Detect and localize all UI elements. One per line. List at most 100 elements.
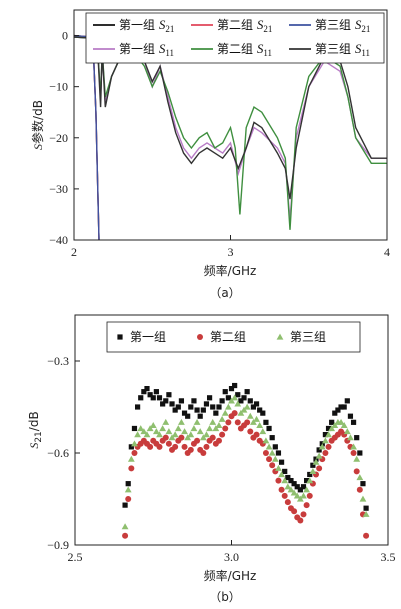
chart-b-point-series-1 <box>278 459 285 465</box>
chart-b-point-series-3 <box>322 437 329 444</box>
chart-b-point-series-1 <box>291 481 297 487</box>
chart-b-point-series-3 <box>287 486 295 493</box>
chart-b-point-series-2 <box>181 443 188 450</box>
chart-b-legend-box <box>106 321 361 353</box>
chart-b-point-series-3 <box>262 437 270 444</box>
chart-b-point-series-1 <box>216 404 222 410</box>
chart-b-point-series-3 <box>306 477 314 484</box>
chart-b-point-series-3 <box>243 403 251 410</box>
chart-b-point-series-1 <box>191 398 197 404</box>
chart-b-point-series-3 <box>250 418 257 425</box>
chart-b-point-series-1 <box>197 413 203 419</box>
chart-b-point-series-1 <box>150 395 156 401</box>
chart-b-point-series-1 <box>138 395 144 401</box>
chart-b-point-series-1 <box>147 392 153 398</box>
chart-b-point-series-1 <box>194 407 200 413</box>
chart-b-point-series-2 <box>165 440 172 447</box>
chart-b-point-series-3 <box>209 418 217 425</box>
chart-b-point-series-2 <box>122 532 129 539</box>
chart-b-point-series-1 <box>163 398 169 404</box>
chart-b-point-series-3 <box>231 394 239 401</box>
chart-b-point-series-1 <box>141 389 147 395</box>
chart-b-point-series-3 <box>275 464 282 471</box>
chart-b-x-tick-label: 3.5 <box>381 550 396 564</box>
chart-b-point-series-1 <box>310 462 316 468</box>
chart-b-point-series-1 <box>260 410 266 416</box>
chart-b-point-series-3 <box>193 418 201 425</box>
chart-b-point-series-1 <box>307 471 313 478</box>
chart-b-point-series-3 <box>237 409 245 416</box>
chart-b-x-axis-label: 频率/GHz <box>204 568 257 583</box>
chart-b-point-series-2 <box>187 446 194 453</box>
chart-b-point-series-3 <box>325 431 332 438</box>
chart-b-point-series-1 <box>203 401 210 407</box>
chart-b-point-series-2 <box>306 492 313 499</box>
chart-b-point-series-3 <box>318 443 326 450</box>
chart-b-point-series-1 <box>263 419 269 425</box>
chart-b-point-series-2 <box>266 456 273 463</box>
chart-b-point-series-2 <box>244 419 251 426</box>
chart-b-point-series-1 <box>297 487 303 493</box>
chart-b-legend-marker <box>197 334 203 340</box>
chart-b-point-series-2 <box>131 450 138 456</box>
chart-a-legend-label: 第三组 S11 <box>315 41 370 58</box>
chart-b-point-series-2 <box>125 496 132 502</box>
chart-b-point-series-2 <box>194 437 201 444</box>
chart-b-point-series-1 <box>266 425 272 432</box>
chart-b-point-series-3 <box>152 428 160 435</box>
chart-b-point-series-1 <box>294 484 300 490</box>
chart-b-point-series-3 <box>124 486 132 493</box>
chart-b-point-series-1 <box>304 478 310 484</box>
chart-a-legend-label: 第二组 S11 <box>217 41 272 58</box>
chart-b-point-series-1 <box>238 398 244 404</box>
chart-b-point-series-3 <box>343 428 351 435</box>
chart-b-point-series-3 <box>240 406 248 413</box>
chart-b-point-series-2 <box>231 410 238 417</box>
chart-b-y-tick-label: −0.3 <box>47 354 69 368</box>
chart-b-point-series-3 <box>162 418 170 425</box>
chart-b-point-series-1 <box>210 404 216 410</box>
chart-b-point-series-1 <box>329 419 335 425</box>
chart-b-point-series-1 <box>350 419 357 425</box>
chart-a-series <box>73 34 387 241</box>
chart-a-y-axis-label: S参数/dB <box>30 100 45 150</box>
chart-b-point-series-1 <box>200 407 206 413</box>
chart-b-legend-label: 第三组 <box>290 330 326 344</box>
chart-b-point-series-3 <box>246 412 254 419</box>
chart-b: 2.5 3.0 3.5 −0.3 −0.6 −0.9 第一组 第二组 第三组 频率/GHz S… <box>27 314 396 604</box>
chart-b-point-series-3 <box>328 425 336 432</box>
chart-b-point-series-1 <box>135 404 141 410</box>
chart-b-point-series-2 <box>203 443 210 450</box>
chart-b-point-series-1 <box>332 410 338 416</box>
chart-b-point-series-3 <box>268 449 276 456</box>
chart-b-point-series-3 <box>184 434 192 441</box>
chart-b-point-series-3 <box>137 425 145 432</box>
chart-b-point-series-1 <box>316 447 322 453</box>
chart-b-point-series-2 <box>297 517 304 524</box>
chart-b-point-series-2 <box>353 468 360 475</box>
chart-b-point-series-2 <box>350 450 357 456</box>
chart-b-point-series-2 <box>234 419 241 426</box>
chart-b-point-series-3 <box>181 428 188 435</box>
chart-b-point-series-2 <box>253 431 260 438</box>
chart-a-x-axis-label: 频率/GHz <box>204 263 257 278</box>
chart-b-point-series-3 <box>143 431 151 438</box>
chart-b-point-series-2 <box>363 532 370 539</box>
chart-b-point-series-3 <box>178 418 185 425</box>
chart-b-point-series-3 <box>271 455 279 462</box>
chart-b-point-series-3 <box>309 468 317 474</box>
chart-b-y-tick-label: −0.6 <box>47 446 69 460</box>
chart-b-point-series-1 <box>325 425 332 432</box>
chart-b-point-series-3 <box>362 510 370 517</box>
chart-b-point-series-3 <box>337 418 345 425</box>
chart-b-point-series-2 <box>162 434 169 441</box>
chart-b-point-series-3 <box>121 523 129 530</box>
chart-b-point-series-1 <box>235 392 241 398</box>
chart-b-point-series-3 <box>331 422 339 428</box>
chart-b-point-series-3 <box>353 455 361 462</box>
chart-b-point-series-1 <box>153 389 159 395</box>
chart-b-point-series-2 <box>128 465 135 472</box>
chart-b-point-series-2 <box>247 428 254 435</box>
chart-b-point-series-3 <box>196 428 204 435</box>
chart-a: 2 3 40−10−20−30−40 第一组 S21 第二组 S21 第三组 S21第一… <box>30 9 390 300</box>
